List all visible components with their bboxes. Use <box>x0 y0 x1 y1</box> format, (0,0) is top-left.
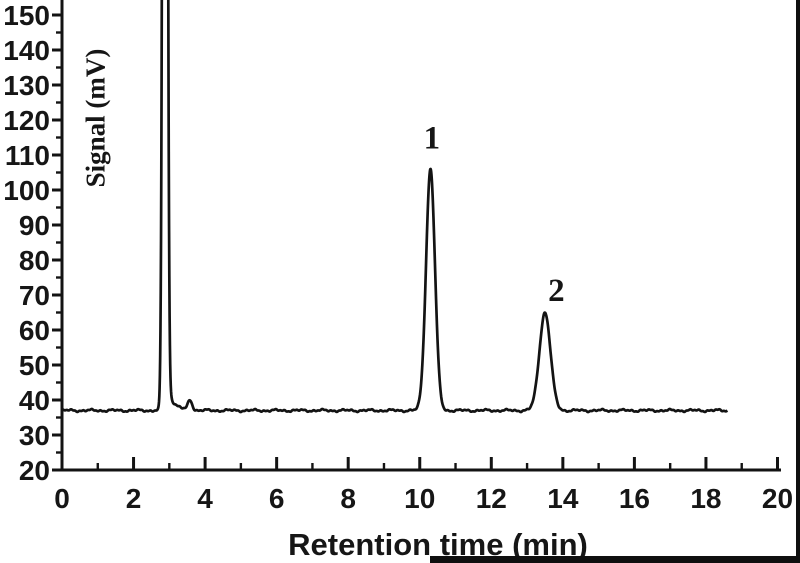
crop-border-bottom-line <box>430 556 800 563</box>
chromatogram-trace <box>60 0 729 414</box>
y-tick-label-60: 60 <box>19 315 50 346</box>
y-tick-label-50: 50 <box>19 350 50 381</box>
x-tick-label-20: 20 <box>762 483 793 514</box>
crop-border-right-line <box>796 0 800 563</box>
y-tick-label-150: 150 <box>3 0 50 31</box>
x-tick-label-14: 14 <box>547 483 579 514</box>
y-tick-label-110: 110 <box>5 140 50 171</box>
x-tick-label-0: 0 <box>54 483 70 514</box>
x-tick-label-16: 16 <box>619 483 650 514</box>
x-tick-label-18: 18 <box>690 483 721 514</box>
x-tick-label-6: 6 <box>269 483 285 514</box>
peak-label-2: 2 <box>548 273 565 309</box>
y-tick-label-100: 100 <box>3 175 50 206</box>
y-tick-label-80: 80 <box>19 245 50 276</box>
y-tick-label-20: 20 <box>19 455 50 486</box>
y-tick-label-40: 40 <box>19 385 50 416</box>
y-tick-label-90: 90 <box>19 210 50 241</box>
y-tick-label-30: 30 <box>19 420 50 451</box>
x-tick-label-4: 4 <box>197 483 213 514</box>
x-tick-label-10: 10 <box>404 483 435 514</box>
y-tick-label-70: 70 <box>19 280 50 311</box>
y-tick-label-140: 140 <box>3 35 50 66</box>
x-tick-label-8: 8 <box>340 483 356 514</box>
y-tick-label-130: 130 <box>3 70 50 101</box>
peak-label-1: 1 <box>424 121 441 157</box>
y-axis-title: Signal (mV) <box>80 48 111 188</box>
x-tick-label-12: 12 <box>476 483 507 514</box>
x-tick-label-2: 2 <box>126 483 142 514</box>
y-tick-label-120: 120 <box>3 105 50 136</box>
